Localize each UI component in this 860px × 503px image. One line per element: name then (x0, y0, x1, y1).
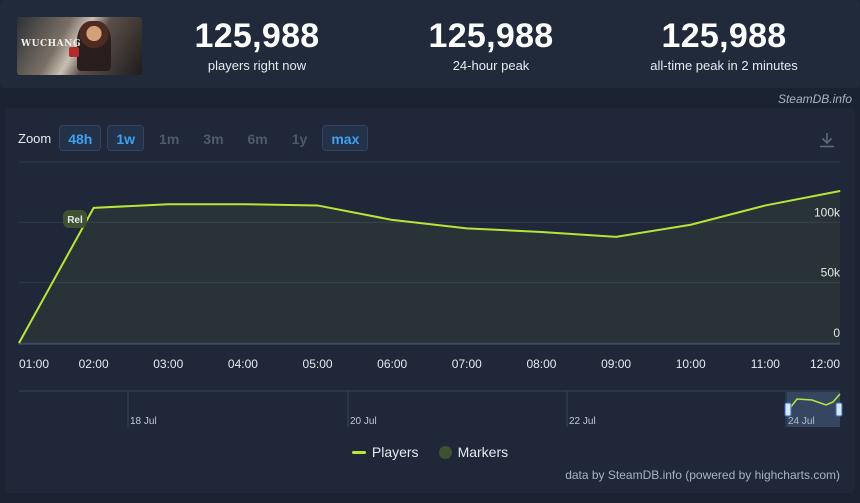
legend-item-markers[interactable]: Markers (438, 444, 509, 460)
legend-line-swatch (351, 450, 366, 454)
stat-value: 125,988 (428, 17, 554, 55)
data-point (615, 236, 617, 238)
legend-dot-swatch (438, 445, 452, 459)
data-point (93, 207, 95, 209)
stat-value: 125,988 (661, 17, 787, 55)
zoom-1m-button[interactable]: 1m (159, 131, 180, 147)
stat-label: all-time peak in 2 minutes (650, 58, 798, 73)
data-point (540, 231, 542, 233)
x-tick-label: 11:00 (751, 357, 780, 371)
zoom-3m-button[interactable]: 3m (203, 131, 224, 147)
navigator-label: 22 Jul (569, 416, 596, 427)
data-point (690, 224, 692, 226)
x-tick-label: 07:00 (452, 357, 482, 371)
x-tick-label: 04:00 (228, 357, 258, 371)
x-tick-label: 10:00 (676, 357, 706, 371)
character-art (77, 21, 111, 71)
data-point (242, 203, 244, 205)
stat-24h-peak: 125,988 24-hour peak (416, 18, 566, 73)
x-tick-label: 09:00 (601, 357, 631, 371)
data-point (764, 204, 766, 206)
data-point (18, 342, 20, 344)
data-point (466, 227, 468, 229)
legend-label: Players (371, 444, 419, 460)
marker-badge (62, 210, 87, 228)
marker-label: Rel (67, 215, 83, 226)
y-tick-label: 0 (833, 326, 840, 340)
zoom-48h-button[interactable]: 48h (59, 125, 102, 151)
header-bar: WUCHANG 125,988 players right now 125,98… (0, 0, 860, 88)
zoom-6m-button[interactable]: 6m (247, 131, 268, 147)
zoom-controls: Zoom 48h 1w 1m 3m 6m 1y max (18, 125, 369, 151)
seal-art (69, 47, 79, 57)
navigator-label: 18 Jul (130, 416, 157, 427)
data-point (839, 190, 841, 192)
zoom-1y-button[interactable]: 1y (291, 131, 308, 147)
stat-label: players right now (207, 58, 307, 73)
game-logo: WUCHANG (21, 39, 82, 49)
x-tick-label: 01:00 (19, 357, 49, 371)
legend-item-players[interactable]: Players (351, 444, 419, 460)
series-line-players (18, 189, 841, 344)
y-tick-label: 100k (814, 205, 841, 219)
navigator-handle-right (835, 402, 843, 417)
stat-label: 24-hour peak (452, 58, 530, 73)
steamdb-credit[interactable]: SteamDB.info (777, 92, 852, 106)
stat-all-time-peak: 125,988 all-time peak in 2 minutes (634, 18, 814, 73)
zoom-label: Zoom (18, 130, 52, 146)
zoom-1w-button[interactable]: 1w (107, 125, 145, 151)
zoom-max-button[interactable]: max (322, 125, 369, 151)
navigator-handle-left (784, 402, 792, 417)
download-icon[interactable] (818, 131, 836, 149)
stat-players-now: 125,988 players right now (182, 18, 332, 73)
x-tick-label: 03:00 (153, 357, 183, 371)
legend-label: Markers (457, 444, 509, 460)
data-point (391, 219, 393, 221)
x-tick-label: 12:00 (810, 357, 840, 371)
chart-footer[interactable]: data by SteamDB.info (powered by highcha… (565, 468, 840, 482)
chart-legend: Players Markers (0, 444, 860, 460)
navigator-selection (787, 392, 840, 427)
navigator-label: 24 Jul (788, 416, 815, 427)
x-tick-label: 05:00 (303, 357, 333, 371)
data-point (167, 203, 169, 205)
stat-value: 125,988 (194, 17, 320, 55)
x-tick-label: 08:00 (526, 357, 556, 371)
y-tick-label: 50k (821, 266, 841, 280)
game-thumbnail[interactable]: WUCHANG (17, 17, 142, 75)
navigator-series-line (786, 393, 841, 413)
data-point (317, 204, 319, 206)
navigator-label: 20 Jul (350, 416, 377, 427)
x-tick-label: 06:00 (377, 357, 407, 371)
chart-panel (5, 108, 855, 493)
x-tick-label: 02:00 (79, 357, 109, 371)
series-area-players (19, 190, 840, 343)
